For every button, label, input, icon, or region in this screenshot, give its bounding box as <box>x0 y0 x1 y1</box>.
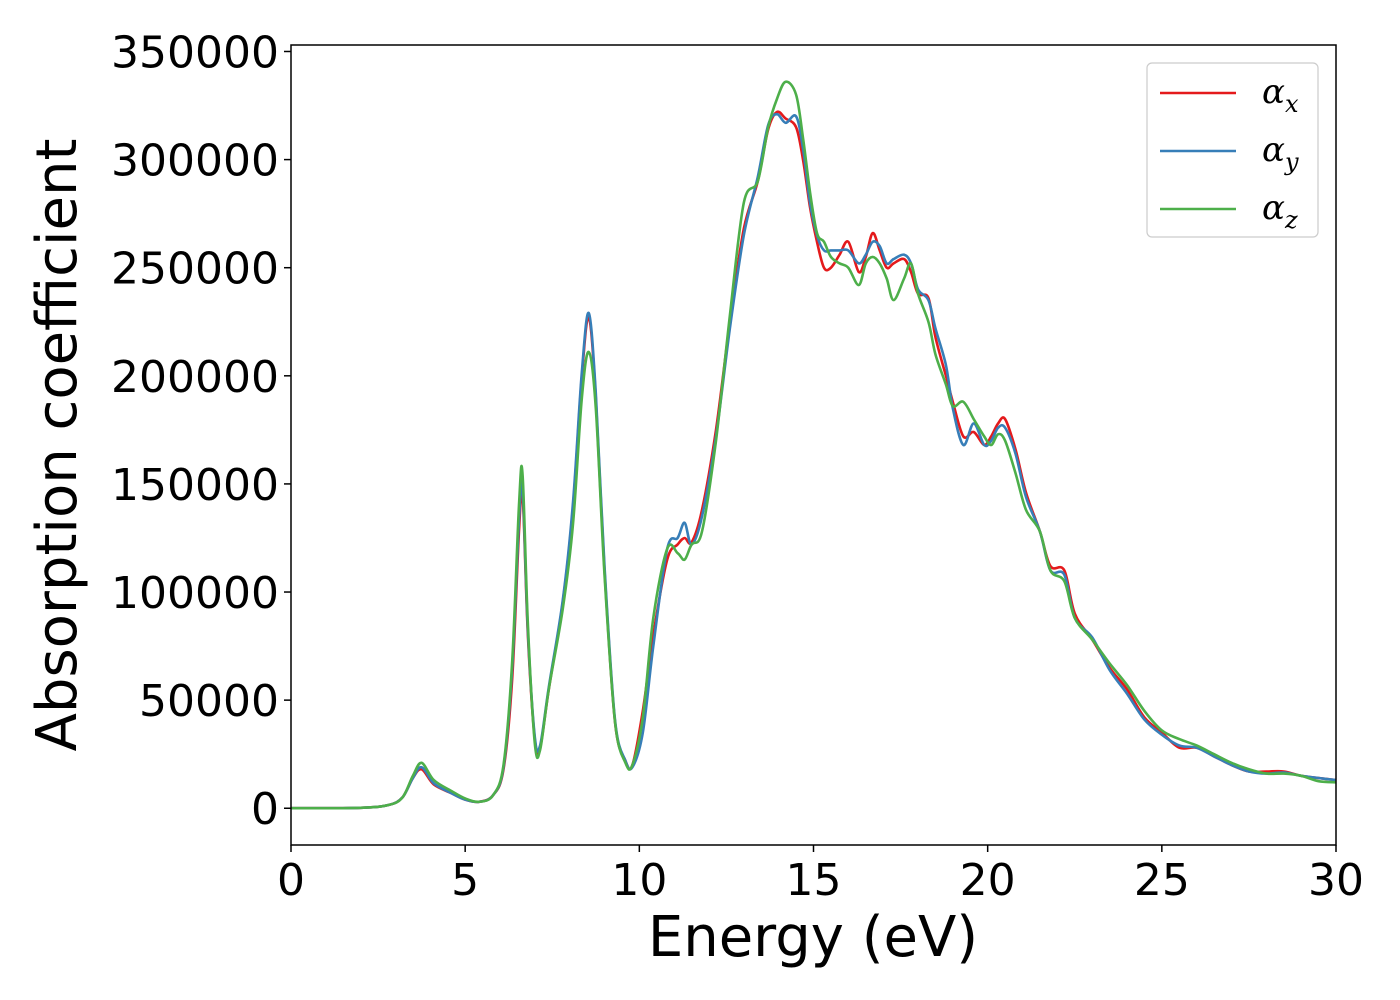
x-axis-title: Energy (eV) <box>648 905 978 970</box>
x-tick-label: 15 <box>786 855 842 906</box>
legend-label: αy <box>1262 130 1299 176</box>
y-tick-label: 150000 <box>111 460 279 511</box>
y-tick-label: 200000 <box>111 352 279 403</box>
x-tick-label: 5 <box>451 855 479 906</box>
y-tick-label: 250000 <box>111 244 279 295</box>
x-tick-label: 0 <box>277 855 305 906</box>
series-line-αz <box>291 80 1336 810</box>
y-tick-label: 300000 <box>111 136 279 187</box>
y-axis-title: Absorption coefficient <box>25 139 90 752</box>
x-tick-label: 10 <box>611 855 667 906</box>
series-layer <box>291 80 1336 810</box>
legend-label: αz <box>1262 188 1298 234</box>
y-tick-label: 0 <box>251 784 279 835</box>
legend: αx αy αz <box>1146 62 1319 238</box>
y-tick-label: 350000 <box>111 27 279 78</box>
x-tick-label: 25 <box>1134 855 1190 906</box>
legend-items: αx αy αz <box>1160 72 1299 234</box>
y-tick-label: 100000 <box>111 568 279 619</box>
legend-label: αx <box>1262 72 1299 118</box>
y-tick-label: 50000 <box>139 676 279 727</box>
x-axis-ticks: 0 5 10 15 20 25 30 <box>277 845 1364 906</box>
x-tick-label: 30 <box>1308 855 1364 906</box>
x-tick-label: 20 <box>960 855 1016 906</box>
y-axis-ticks: 0 50000 100000 150000 200000 250000 300000 3500… <box>111 27 291 835</box>
